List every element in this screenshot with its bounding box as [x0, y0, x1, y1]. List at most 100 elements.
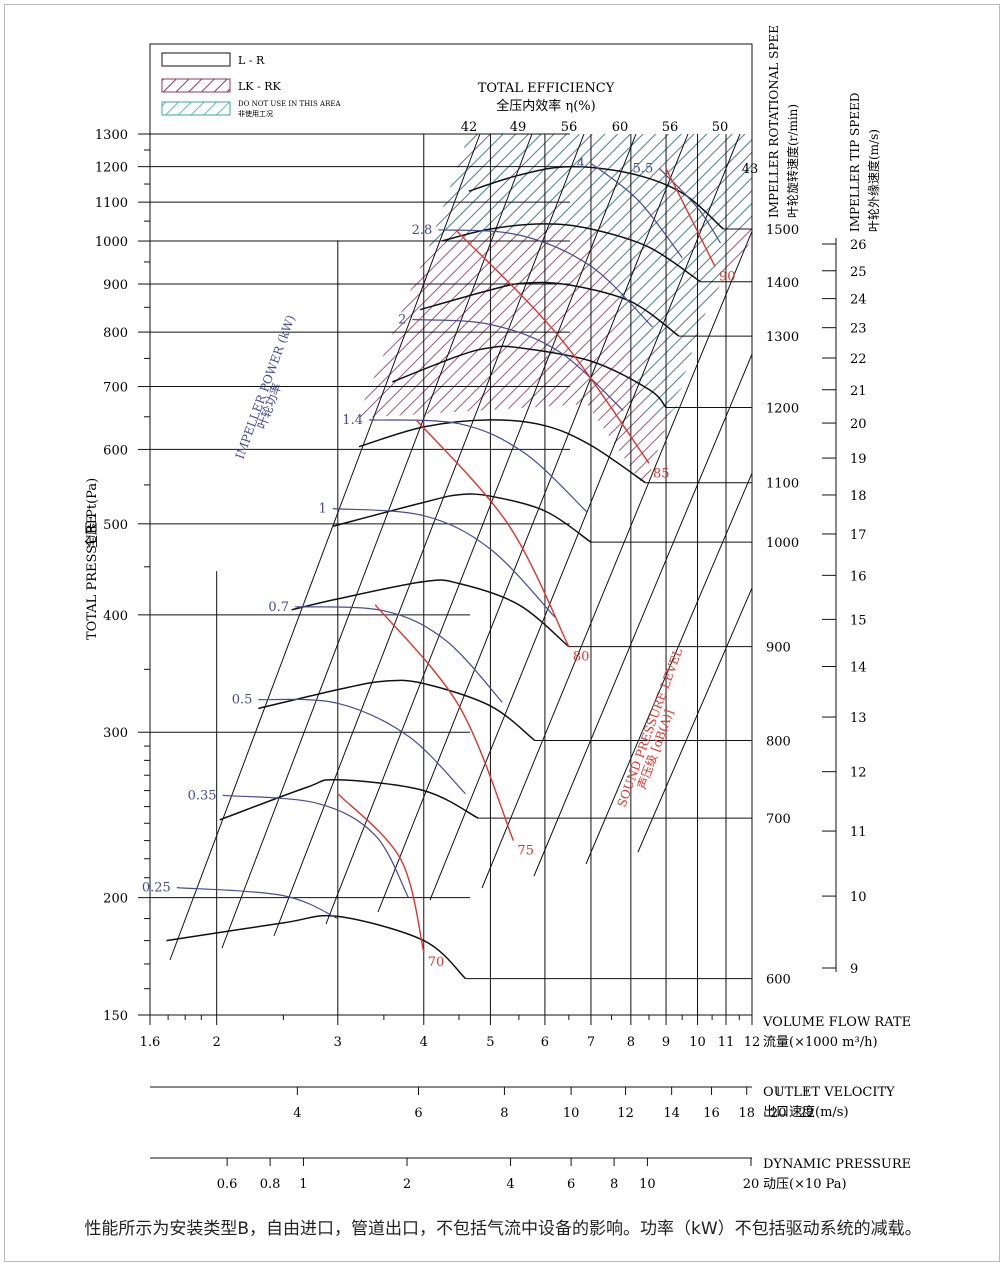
sound-label: 75 [517, 844, 534, 859]
do-not-use-zone [430, 134, 752, 418]
pressure-axis-title-cn: 全压 Pt(Pa) [84, 478, 100, 548]
tip-axis-title: IMPELLER TIP SPEED [848, 93, 862, 232]
pressure-tick-label: 1300 [95, 128, 128, 143]
rpm-tick-label: 1400 [766, 276, 799, 291]
system-lines [169, 134, 752, 961]
speed-curve-1300 [419, 281, 680, 337]
eff-label-7: 43 [742, 162, 759, 177]
sound-label: 80 [573, 650, 590, 665]
pressure-tick-label: 1100 [95, 196, 128, 211]
rpm-tick-label: 1300 [766, 330, 799, 345]
eff-label-5: 56 [662, 120, 679, 135]
tip-tick-label: 24 [850, 293, 867, 308]
pressure-tick-label: 1000 [95, 235, 128, 250]
tip-tick-label: 21 [850, 384, 867, 399]
speed-curve-600 [166, 914, 467, 980]
efficiency-title: TOTAL EFFICIENCY [478, 81, 615, 96]
power-title: IMPELLER POWER (kW) [233, 313, 298, 461]
pressure-tick-label: 600 [103, 443, 128, 458]
power-label: 0.35 [188, 788, 217, 803]
tip-tick-label: 14 [850, 660, 867, 675]
speed-curve-1000 [332, 493, 592, 543]
tip-tick-label: 20 [850, 417, 867, 432]
pressure-tick-label: 500 [103, 518, 128, 533]
power-label: 1 [319, 502, 327, 517]
system-line [273, 134, 585, 937]
dynamic-tick-label: 6 [567, 1177, 575, 1192]
rpm-tick-label: 1100 [766, 477, 799, 492]
flow-tick-label: 9 [662, 1035, 670, 1050]
velocity-tick-label: 22 [798, 1106, 815, 1121]
velocity-tick-label: 14 [663, 1106, 680, 1121]
footer-note: 性能所示为安装类型B，自由进口，管道出口，不包括气流中设备的影响。功率（kW）不… [84, 1219, 922, 1239]
sound-curve [374, 604, 515, 841]
speed-curve-1400 [441, 223, 701, 283]
tip-tick-label: 22 [850, 352, 867, 367]
dynamic-axis-title: DYNAMIC PRESSURE [763, 1157, 911, 1172]
sound-label: 90 [719, 269, 736, 284]
rpm-axis-title: IMPELLER ROTATIONAL SPEE [767, 25, 781, 218]
rpm-axis-title-cn: 叶轮旋转速度(r/min) [785, 104, 800, 218]
flow-gridlines [216, 134, 727, 1015]
dynamic-axis-title-cn: 动压(×10 Pa) [763, 1177, 847, 1192]
speed-curve-800 [258, 679, 536, 742]
system-line [533, 352, 752, 877]
flow-axis-title-cn: 流量(×1000 m³/h) [763, 1035, 878, 1050]
legend-lkrk-swatch [161, 78, 231, 93]
system-line [377, 134, 689, 913]
flow-axis-title: VOLUME FLOW RATE [762, 1015, 911, 1030]
sound-curve [415, 419, 570, 648]
velocity-tick-label: 4 [293, 1106, 301, 1121]
tip-tick-label: 12 [850, 766, 867, 781]
efficiency-labels: 42 49 56 60 56 50 43 [461, 120, 759, 177]
speed-curve-700 [219, 778, 479, 821]
efficiency-title-cn: 全压内效率 η(%) [496, 98, 595, 114]
velocity-tick-label: 16 [703, 1106, 720, 1121]
speed-curve-1200 [392, 345, 667, 409]
flow-tick-label: 10 [689, 1035, 706, 1050]
tip-tick-label: 11 [850, 825, 867, 840]
tip-tick-label: 15 [850, 613, 867, 628]
pressure-gridlines [150, 133, 570, 899]
pressure-tick-label: 400 [103, 609, 128, 624]
sound-curve [455, 229, 650, 464]
rpm-tick-label: 1000 [766, 536, 799, 551]
velocity-axis-title: OUTLET VELOCITY [763, 1085, 895, 1100]
velocity-tick-label: 12 [617, 1106, 634, 1121]
power-curve [222, 794, 409, 898]
flow-tick-label: 12 [744, 1035, 761, 1050]
dynamic-tick-label: 10 [639, 1177, 656, 1192]
operating-zones [357, 134, 752, 488]
power-curve [412, 318, 624, 412]
eff-label-6: 50 [712, 120, 729, 135]
tip-tick-label: 19 [850, 452, 867, 467]
dynamic-tick-label: 1 [299, 1177, 307, 1192]
power-label: 0.25 [142, 881, 171, 896]
tip-tick-label: 10 [850, 890, 867, 905]
dynamic-tick-label: 20 [743, 1177, 760, 1192]
power-curves: 0.25 0.35 0.5 0.7 1 1.4 2 2.8 4 5.5 [142, 156, 722, 920]
power-curve [176, 887, 339, 920]
tip-tick-label: 13 [850, 711, 867, 726]
rpm-tick-label: 900 [766, 641, 791, 656]
legend: L - R LK - RK DO NOT USE IN THIS AREA 非使… [161, 52, 341, 118]
flow-tick-label: 5 [486, 1035, 494, 1050]
eff-label-2: 49 [510, 120, 527, 135]
speed-curve-1100 [358, 419, 646, 484]
flow-tick-label: 2 [213, 1035, 221, 1050]
speed-curve-900 [291, 579, 570, 648]
power-label: 0.5 [232, 693, 253, 708]
power-label: 2 [398, 313, 406, 328]
legend-lr-swatch [161, 52, 231, 67]
power-curve [438, 229, 653, 328]
flow-tick-label: 1.6 [140, 1035, 161, 1050]
legend-lkrk-label: LK - RK [238, 80, 282, 93]
system-line [221, 134, 533, 949]
pressure-tick-label: 700 [103, 381, 128, 396]
legend-lr-label: L - R [238, 54, 265, 67]
sound-label: 85 [653, 466, 670, 481]
power-curve [658, 167, 722, 244]
chart-frame [4, 4, 1000, 1262]
tip-axis-title-cn: 叶轮外缘速度(m/s) [866, 129, 881, 232]
